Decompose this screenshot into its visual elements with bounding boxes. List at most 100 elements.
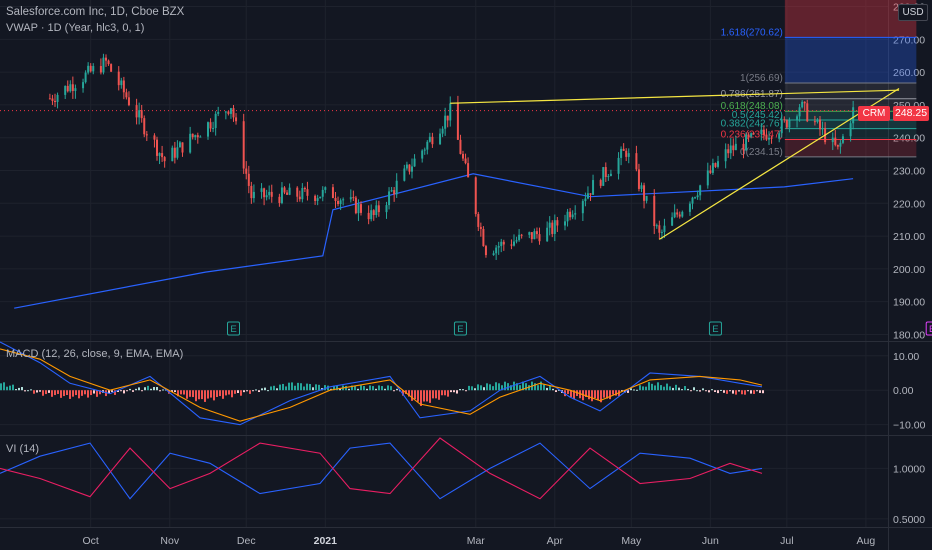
candle-body bbox=[750, 133, 753, 137]
candle-body bbox=[831, 137, 834, 143]
vwap-legend[interactable]: VWAP · 1D (Year, hlc3, 0, 1) bbox=[6, 22, 145, 34]
macd-histogram-bar bbox=[15, 389, 17, 391]
macd-legend[interactable]: MACD (12, 26, close, 9, EMA, EMA) bbox=[6, 348, 184, 360]
macd-histogram-bar bbox=[456, 390, 458, 394]
candle-body bbox=[783, 119, 786, 121]
macd-histogram-bar bbox=[501, 385, 503, 391]
fib-level-label: 1(256.69) bbox=[740, 73, 783, 84]
candle-body bbox=[153, 135, 156, 140]
candle-body bbox=[54, 100, 56, 102]
currency-button[interactable]: USD bbox=[898, 4, 928, 21]
candle-body bbox=[581, 201, 584, 214]
candle-body bbox=[635, 153, 638, 170]
candle-body bbox=[640, 185, 643, 189]
time-tick-label: May bbox=[621, 535, 642, 547]
candle-body bbox=[660, 231, 663, 233]
macd-histogram-bar bbox=[603, 390, 605, 398]
macd-histogram-bar bbox=[192, 390, 194, 398]
candle-body bbox=[785, 120, 788, 128]
macd-histogram-bar bbox=[453, 390, 455, 393]
macd-histogram-bar bbox=[633, 389, 635, 391]
candle-body bbox=[105, 57, 107, 61]
candle-body bbox=[342, 199, 345, 201]
vi-legend[interactable]: VI (14) bbox=[6, 443, 40, 455]
candle-body bbox=[676, 212, 679, 215]
candle-body bbox=[834, 137, 837, 145]
candle-body bbox=[367, 212, 370, 220]
macd-histogram-bar bbox=[660, 385, 662, 391]
macd-histogram-bar bbox=[498, 383, 500, 391]
candle-body bbox=[673, 212, 676, 218]
candle-body bbox=[836, 144, 839, 147]
macd-histogram-bar bbox=[708, 390, 710, 393]
macd-histogram-bar bbox=[723, 390, 725, 393]
candle-body bbox=[411, 166, 413, 172]
candle-body bbox=[734, 143, 737, 151]
candle-body bbox=[696, 195, 699, 198]
macd-histogram-bar bbox=[606, 390, 608, 399]
macd-histogram-bar bbox=[381, 386, 383, 391]
macd-histogram-bar bbox=[30, 389, 32, 391]
candle-body bbox=[841, 136, 844, 143]
candle-body bbox=[301, 187, 304, 200]
macd-histogram-bar bbox=[78, 390, 80, 399]
candle-body bbox=[500, 241, 503, 247]
macd-histogram-bar bbox=[120, 390, 122, 392]
candle-body bbox=[176, 147, 179, 158]
fib-level-label: 0.618(248.08) bbox=[721, 101, 783, 112]
macd-histogram-bar bbox=[180, 390, 182, 395]
macd-histogram-bar bbox=[54, 390, 56, 396]
macd-histogram-bar bbox=[147, 385, 149, 391]
macd-histogram-bar bbox=[591, 390, 593, 402]
candle-body bbox=[428, 136, 431, 142]
macd-histogram-bar bbox=[237, 390, 239, 394]
macd-histogram-bar bbox=[9, 385, 11, 391]
macd-histogram-bar bbox=[240, 390, 242, 396]
vi-tick-label: 0.5000 bbox=[893, 514, 925, 526]
symbol-price-tag: CRM bbox=[858, 106, 890, 121]
candle-body bbox=[217, 112, 220, 114]
macd-histogram-bar bbox=[57, 390, 59, 394]
macd-histogram-bar bbox=[471, 386, 473, 391]
candle-body bbox=[627, 153, 630, 157]
macd-histogram-bar bbox=[429, 390, 431, 403]
macd-histogram-bar bbox=[696, 390, 698, 392]
candle-body bbox=[303, 187, 306, 190]
candle-body bbox=[727, 149, 730, 154]
macd-histogram-bar bbox=[132, 390, 134, 392]
macd-histogram-bar bbox=[372, 386, 374, 391]
candle-body bbox=[515, 240, 518, 242]
macd-histogram-bar bbox=[129, 388, 131, 391]
macd-histogram-bar bbox=[276, 388, 278, 391]
macd-histogram-bar bbox=[261, 388, 263, 391]
candle-body bbox=[64, 85, 67, 95]
candle-body bbox=[474, 177, 477, 215]
macd-histogram-bar bbox=[138, 387, 140, 391]
symbol-legend[interactable]: Salesforce.com Inc, 1D, Cboe BZX bbox=[6, 6, 185, 18]
candle-body bbox=[393, 190, 396, 195]
candle-body bbox=[199, 136, 202, 138]
macd-histogram-bar bbox=[336, 385, 338, 391]
time-tick-label: Mar bbox=[467, 535, 486, 547]
macd-histogram-bar bbox=[126, 390, 128, 392]
vi-plus-line bbox=[0, 442, 763, 500]
candle-body bbox=[717, 161, 719, 167]
candle-body bbox=[163, 157, 166, 162]
candle-body bbox=[250, 185, 253, 199]
macd-histogram-bar bbox=[60, 390, 62, 398]
macd-histogram-bar bbox=[726, 390, 728, 394]
candle-body bbox=[456, 103, 459, 140]
macd-histogram-bar bbox=[423, 390, 425, 402]
macd-histogram-bar bbox=[234, 390, 236, 394]
candle-body bbox=[592, 180, 595, 195]
candle-body bbox=[801, 101, 804, 108]
candle-body bbox=[602, 167, 605, 186]
candle-body bbox=[691, 197, 694, 204]
macd-histogram-bar bbox=[645, 386, 647, 391]
macd-histogram-bar bbox=[519, 385, 521, 391]
candle-body bbox=[260, 188, 263, 192]
candle-body bbox=[385, 205, 388, 213]
candle-body bbox=[706, 170, 709, 186]
candle-body bbox=[839, 142, 842, 147]
